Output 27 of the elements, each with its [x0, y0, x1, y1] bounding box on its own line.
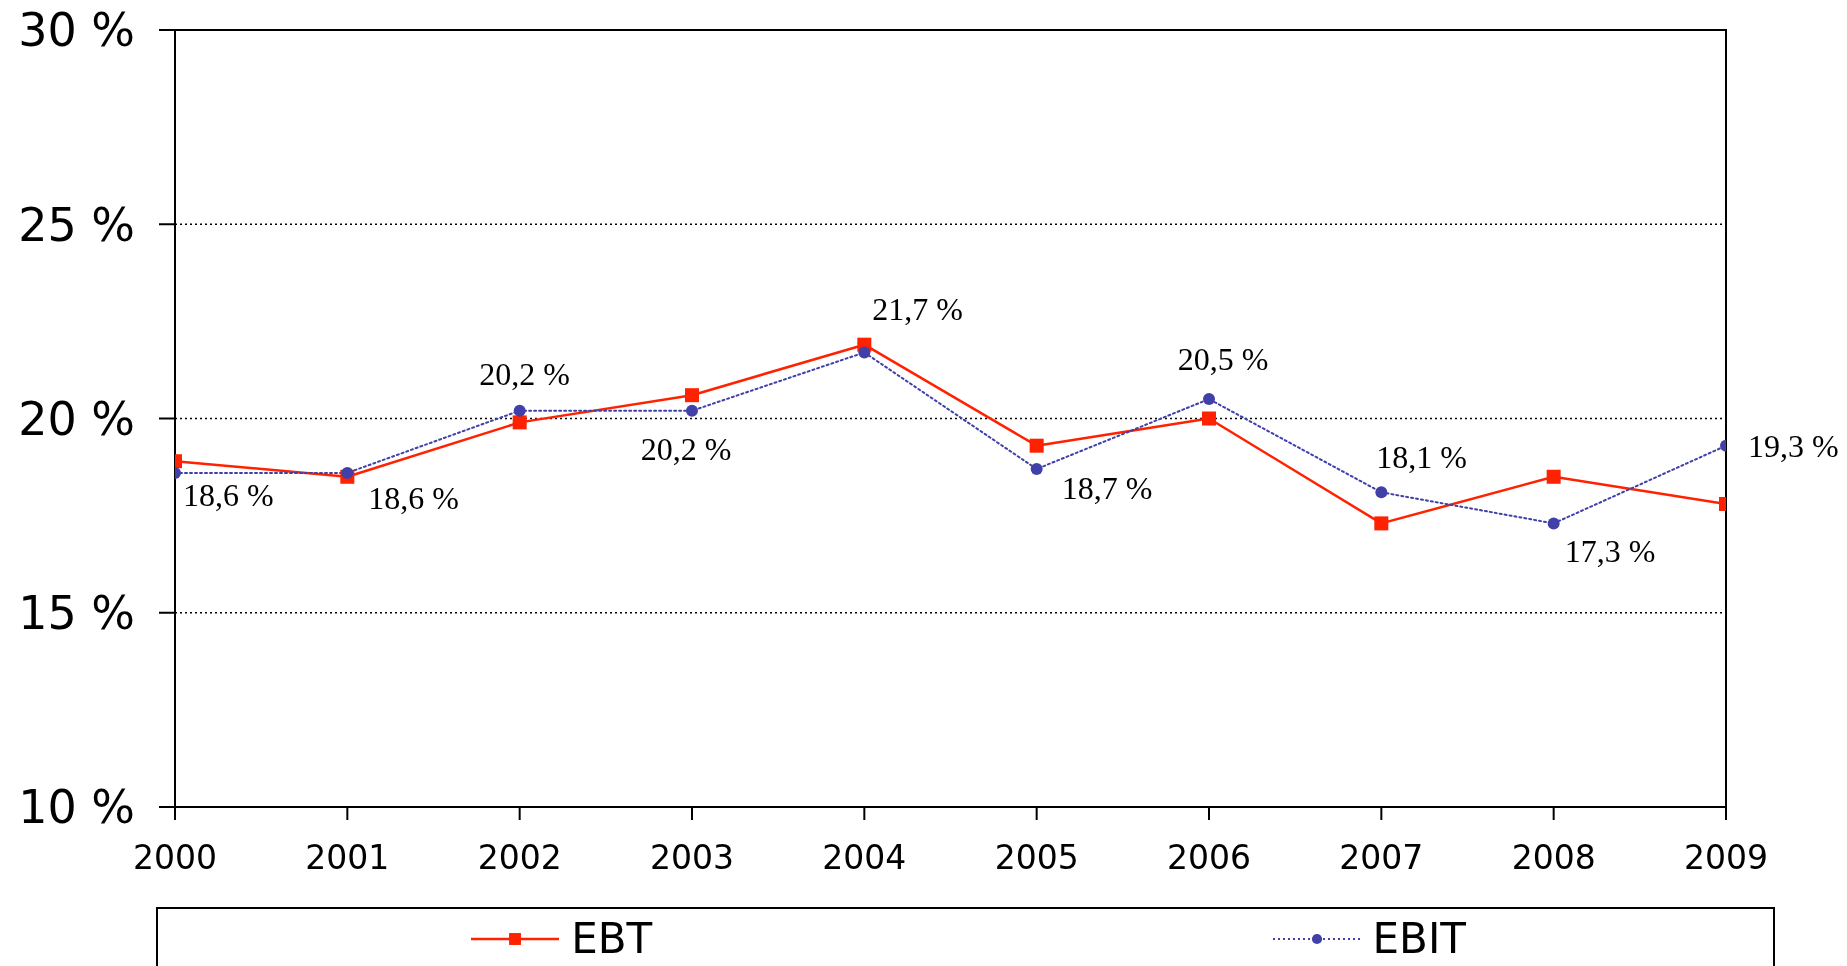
- data-label: 19,3 %: [1748, 427, 1839, 464]
- data-label: 20,5 %: [1177, 341, 1269, 378]
- data-label: 18,7 %: [1061, 470, 1153, 507]
- data-label: 17,3 %: [1564, 533, 1656, 570]
- x-tick-label: 2000: [133, 838, 217, 878]
- data-label: 18,6 %: [368, 479, 459, 516]
- x-tick-label: 2005: [994, 838, 1079, 878]
- y-tick-label: 30 %: [18, 3, 135, 58]
- data-label: 18,6 %: [183, 476, 274, 513]
- x-tick-label: 2004: [822, 838, 907, 878]
- x-tick-label: 2008: [1511, 838, 1596, 878]
- x-tick-label: 2002: [477, 838, 562, 878]
- x-tick-label: 2001: [305, 838, 390, 878]
- y-tick-label: 20 %: [18, 391, 135, 446]
- y-tick-label: 15 %: [18, 586, 135, 641]
- x-tick-label: 2009: [1684, 838, 1768, 878]
- x-tick-label: 2006: [1167, 838, 1251, 878]
- data-label: 20,2 %: [640, 430, 732, 467]
- data-label: 18,1 %: [1376, 439, 1467, 476]
- legend-label: EBIT: [1372, 914, 1466, 963]
- legend-label: EBT: [571, 914, 653, 963]
- y-tick-label: 25 %: [18, 197, 135, 252]
- data-label: 21,7 %: [872, 291, 963, 328]
- x-tick-label: 2007: [1339, 838, 1424, 878]
- y-tick-label: 10 %: [18, 780, 135, 835]
- x-tick-label: 2003: [650, 838, 734, 878]
- data-label: 20,2 %: [479, 355, 570, 392]
